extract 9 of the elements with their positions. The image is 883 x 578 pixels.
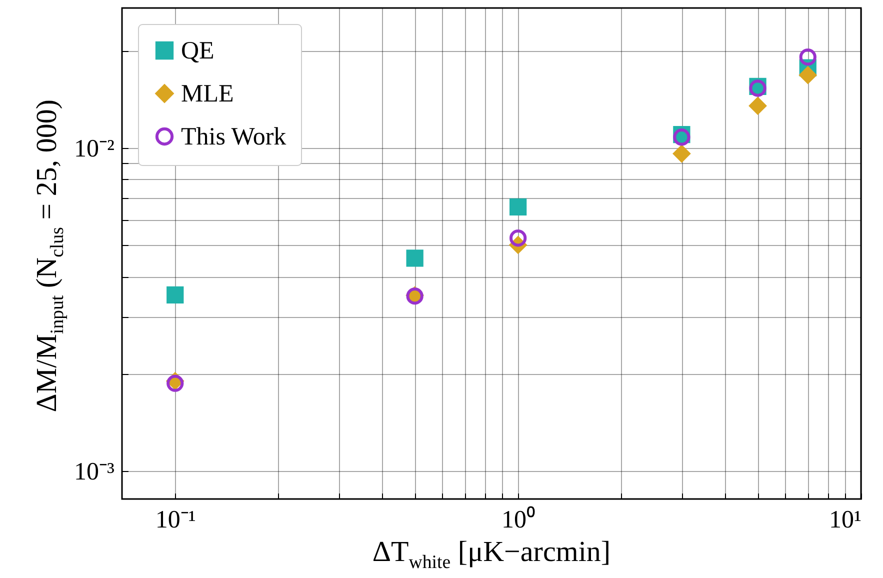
legend-label: This Work — [181, 124, 287, 150]
x-axis-title: ΔT$_{white}$ [μK−arcmin] — [371, 536, 612, 574]
legend-label: MLE — [181, 80, 234, 108]
x-tick-label: 10⁰ — [502, 506, 536, 534]
y-tick-label: 10⁻² — [74, 135, 114, 162]
y-tick-label: 10⁻³ — [74, 458, 115, 486]
legend-label: QE — [181, 38, 214, 64]
x-tick-label: 10⁻¹ — [155, 506, 196, 534]
x-tick-label: 10¹ — [829, 506, 862, 534]
